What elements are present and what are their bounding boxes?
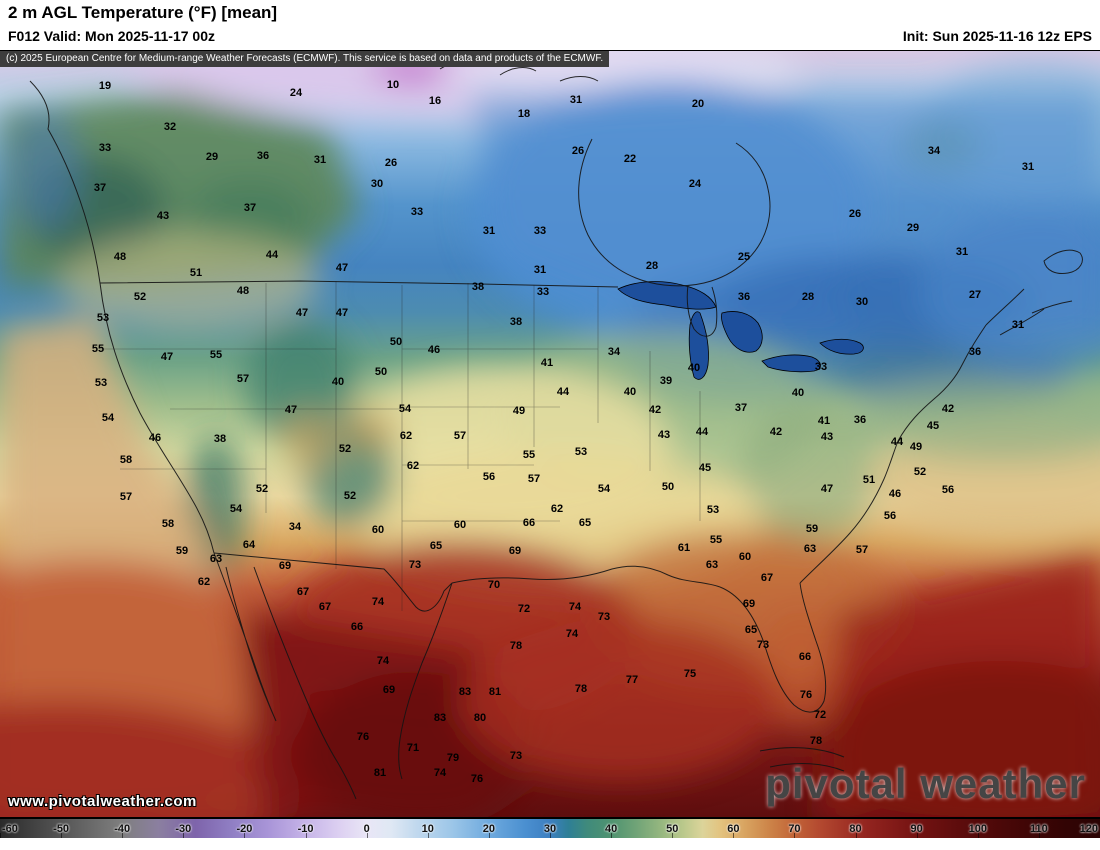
pivotal-weather-logo: pivotal weather [765,760,1086,807]
colorbar-tick-label: 20 [482,822,495,835]
colorbar-tick-label: 90 [910,822,923,835]
colorbar-tick [366,833,368,838]
colorbar-tick [794,833,796,838]
colorbar-tick-label: 110 [1030,822,1048,835]
colorbar-tick-label: -10 [297,822,314,835]
colorbar-tick [611,833,613,838]
colorbar-tick-label: 10 [421,822,434,835]
colorbar-tick-label: 40 [604,822,618,835]
page-title: 2 m AGL Temperature (°F) [mean] [8,3,278,22]
colorbar-tick [122,833,124,838]
colorbar-tick [916,833,918,838]
colorbar-tick-label: -20 [236,822,253,835]
forecast-valid-label: F012 Valid: Mon 2025-11-17 00z [8,28,215,44]
colorbar-tick [305,833,307,838]
colorbar-tick-label: -60 [2,822,18,835]
colorbar-tick-label: 60 [727,822,740,835]
colorbar-tick [488,833,490,838]
colorbar-tick [1038,833,1040,838]
colorbar-tick-label: 80 [849,822,862,835]
colorbar-tick [550,833,551,838]
colorbar-tick-label: 50 [666,822,679,835]
watermark-url: www.pivotalweather.com [8,793,197,810]
state-borders [100,281,701,611]
colorbar-tick-label: -30 [175,822,192,835]
colorbar-tick [733,833,735,838]
colorbar-tick-label: 100 [968,822,987,835]
colorbar-tick [672,833,674,838]
temperature-colorbar: -60 -50 -40 -30 -20 -10 0 10 20 30 40 50 60 70 80 90 100… [0,818,1100,838]
coastlines [29,61,1083,800]
colorbar-tick [427,833,429,838]
colorbar-tick-label: -40 [114,822,131,835]
colorbar-tick [61,833,63,838]
colorbar-tick [977,833,979,838]
map-graphic [0,51,1100,817]
colorbar-tick-label: 70 [788,822,801,835]
temperature-map: (c) 2025 European Centre for Medium-rang… [0,50,1100,818]
colorbar-tick [183,833,185,838]
colorbar-tick-label: 120 [1079,822,1098,835]
init-time-label: Init: Sun 2025-11-16 12z EPS [902,28,1092,44]
colorbar-tick [244,833,246,838]
copyright-notice: (c) 2025 European Centre for Medium-rang… [0,51,610,67]
colorbar-tick-label: 30 [543,822,557,835]
colorbar-tick [855,833,857,838]
colorbar-tick-label: 0 [363,822,370,835]
colorbar-tick-label: -50 [53,822,70,835]
colorbar-tick [0,833,1,838]
